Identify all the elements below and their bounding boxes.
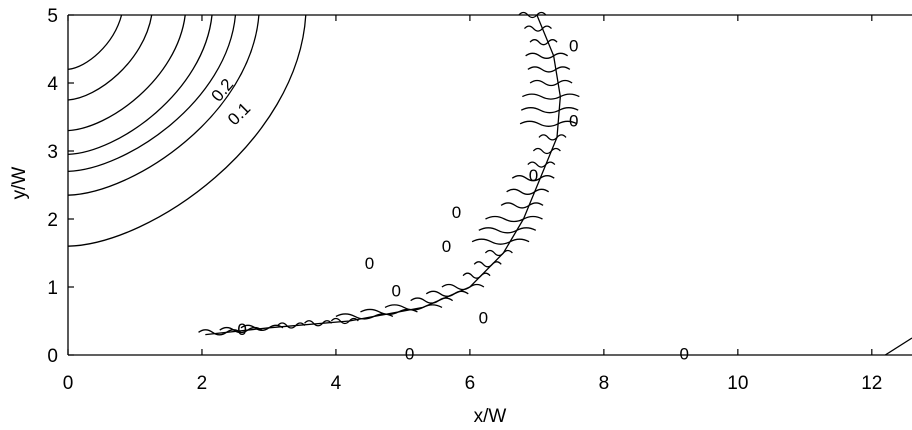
contour-label: 0 bbox=[365, 254, 374, 273]
contour-filament bbox=[198, 329, 241, 336]
contour-line bbox=[67, 14, 237, 173]
contour-label: 0 bbox=[442, 237, 451, 256]
contour-label: 0 bbox=[529, 166, 538, 185]
contour-label: 0 bbox=[569, 111, 578, 130]
contour-filament bbox=[523, 25, 552, 32]
x-tick-label: 4 bbox=[331, 373, 342, 394]
contour-filament bbox=[484, 249, 513, 257]
y-tick-label: 3 bbox=[47, 142, 58, 163]
contour-filament bbox=[219, 326, 263, 334]
contour-filament bbox=[527, 66, 571, 73]
contour-filament bbox=[478, 227, 537, 234]
contour-filament bbox=[485, 215, 543, 223]
contour-label: 0 bbox=[391, 281, 400, 300]
contour-label: 0 bbox=[452, 203, 461, 222]
contour-filament bbox=[532, 147, 561, 155]
contour-filament bbox=[441, 283, 485, 291]
contour-filament bbox=[471, 238, 530, 245]
contour-lines bbox=[67, 11, 912, 356]
y-tick-label: 0 bbox=[47, 346, 58, 367]
y-axis-label: y/W bbox=[9, 167, 30, 200]
contour-line bbox=[67, 14, 213, 156]
contour-filament bbox=[425, 290, 469, 297]
contour-filament bbox=[506, 188, 550, 195]
contour-filament bbox=[519, 120, 578, 127]
x-tick-label: 8 bbox=[599, 373, 610, 394]
contour-label: 0 bbox=[237, 320, 246, 339]
contour-filament bbox=[511, 175, 555, 182]
y-tick-label: 2 bbox=[47, 210, 58, 231]
contour-filament bbox=[410, 297, 454, 304]
contour-line bbox=[67, 14, 186, 132]
contour-filament bbox=[335, 313, 394, 320]
contour-filament bbox=[277, 322, 306, 329]
x-tick-label: 12 bbox=[861, 373, 882, 394]
contour-filament bbox=[520, 107, 579, 114]
contour-filament bbox=[538, 134, 567, 141]
contour-label: 0 bbox=[569, 37, 578, 56]
contour-filament bbox=[240, 324, 284, 331]
contour-line bbox=[67, 14, 123, 71]
y-tick-label: 4 bbox=[47, 74, 58, 95]
zero-contour-front bbox=[205, 14, 561, 336]
y-tick-label: 1 bbox=[47, 278, 58, 299]
y-tick-label: 5 bbox=[47, 6, 58, 27]
contour-filament bbox=[527, 161, 556, 168]
contour-label: 0 bbox=[405, 345, 414, 364]
contour-filament bbox=[522, 93, 580, 100]
contour-filament bbox=[500, 202, 544, 209]
contour-filament bbox=[473, 261, 502, 268]
contour-label: 0 bbox=[479, 309, 488, 328]
contour-filament bbox=[462, 272, 491, 279]
x-tick-label: 0 bbox=[63, 373, 74, 394]
contour-filament bbox=[330, 317, 359, 325]
x-tick-label: 10 bbox=[727, 373, 748, 394]
contour-line bbox=[67, 14, 260, 196]
contour-filament bbox=[529, 79, 573, 87]
contour-label: 0 bbox=[680, 345, 689, 364]
x-axis-label: x/W bbox=[474, 406, 507, 427]
contour-filament bbox=[518, 11, 547, 19]
contour-filament bbox=[529, 39, 558, 46]
contour-line bbox=[67, 14, 307, 247]
contour-filament bbox=[525, 52, 569, 59]
x-tick-label: 2 bbox=[197, 373, 208, 394]
x-tick-label: 6 bbox=[465, 373, 476, 394]
contour-line bbox=[67, 14, 153, 101]
right-edge-contour bbox=[884, 337, 912, 356]
contour-filament bbox=[304, 320, 333, 327]
